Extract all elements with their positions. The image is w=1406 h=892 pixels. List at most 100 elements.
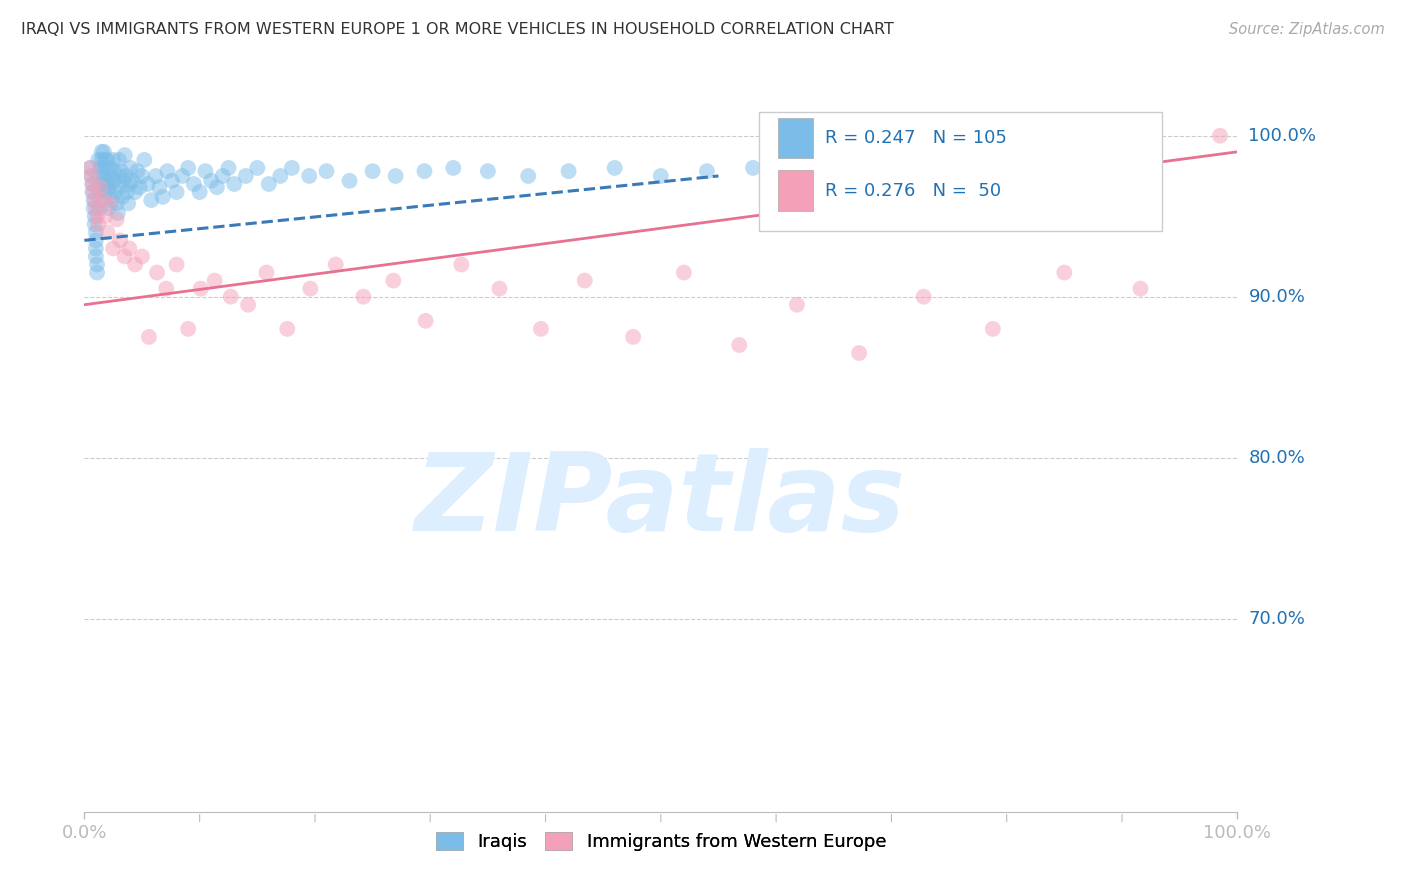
Point xyxy=(103,153,124,167)
Point xyxy=(134,153,156,167)
Point xyxy=(172,169,194,183)
Point xyxy=(98,196,121,211)
Point xyxy=(90,153,112,167)
Point xyxy=(115,185,138,199)
Point xyxy=(786,298,808,312)
Text: Source: ZipAtlas.com: Source: ZipAtlas.com xyxy=(1229,22,1385,37)
Point xyxy=(80,169,103,183)
Point xyxy=(87,153,110,167)
Point xyxy=(128,180,150,194)
Point xyxy=(131,169,153,183)
Point xyxy=(96,177,118,191)
Point xyxy=(183,177,205,191)
Point xyxy=(160,174,183,188)
Point xyxy=(87,169,110,183)
Point xyxy=(146,266,169,280)
Point xyxy=(621,330,644,344)
Point xyxy=(269,169,291,183)
Point xyxy=(96,161,118,175)
Point xyxy=(145,169,167,183)
Point xyxy=(90,145,112,159)
Point xyxy=(927,153,949,167)
Point xyxy=(108,233,131,247)
Point xyxy=(650,169,672,183)
Point xyxy=(236,298,259,312)
Point xyxy=(124,185,146,199)
Point xyxy=(117,196,139,211)
Point xyxy=(325,258,347,272)
Point xyxy=(97,185,120,199)
Point xyxy=(415,314,437,328)
Point xyxy=(105,212,128,227)
Point xyxy=(488,282,510,296)
Point xyxy=(339,174,361,188)
Point xyxy=(91,177,114,191)
Point xyxy=(441,161,464,175)
Point xyxy=(93,169,115,183)
Point xyxy=(281,161,304,175)
Point xyxy=(190,282,212,296)
Point xyxy=(787,158,810,172)
Point xyxy=(848,346,870,360)
Point xyxy=(101,193,124,207)
Point xyxy=(90,193,112,207)
Text: 90.0%: 90.0% xyxy=(1249,288,1305,306)
Point xyxy=(82,177,104,191)
Point xyxy=(94,209,117,223)
Point xyxy=(89,185,111,199)
Point xyxy=(211,169,233,183)
Point xyxy=(131,250,153,264)
Point xyxy=(834,161,856,175)
Point xyxy=(152,190,174,204)
Point xyxy=(138,330,160,344)
Point xyxy=(96,225,118,239)
Point xyxy=(103,174,124,188)
Point xyxy=(517,169,540,183)
Point xyxy=(177,161,200,175)
Point xyxy=(108,169,131,183)
Point xyxy=(83,185,105,199)
Text: IRAQI VS IMMIGRANTS FROM WESTERN EUROPE 1 OR MORE VEHICLES IN HOUSEHOLD CORRELAT: IRAQI VS IMMIGRANTS FROM WESTERN EUROPE … xyxy=(21,22,894,37)
Point xyxy=(100,169,122,183)
Point xyxy=(84,233,107,247)
Point xyxy=(83,193,105,207)
Point xyxy=(118,177,141,191)
Point xyxy=(728,338,751,352)
Point xyxy=(118,241,141,255)
Point xyxy=(973,156,995,170)
Point xyxy=(93,145,115,159)
Point xyxy=(276,322,298,336)
Point xyxy=(124,258,146,272)
FancyBboxPatch shape xyxy=(779,169,813,211)
Point xyxy=(89,201,111,215)
Point xyxy=(194,164,217,178)
Point xyxy=(84,201,107,215)
Point xyxy=(384,169,406,183)
Point xyxy=(94,185,117,199)
Point xyxy=(1053,266,1076,280)
Point xyxy=(89,161,111,175)
Point xyxy=(912,290,935,304)
Point xyxy=(96,174,118,188)
Point xyxy=(299,282,322,296)
Point xyxy=(82,177,104,191)
Point xyxy=(156,164,179,178)
Point xyxy=(91,193,114,207)
Point xyxy=(880,158,903,172)
Point xyxy=(219,290,242,304)
Point xyxy=(98,161,121,175)
Text: ZIPatlas: ZIPatlas xyxy=(415,448,907,554)
Point xyxy=(114,148,136,162)
Point xyxy=(574,274,596,288)
Point xyxy=(224,177,246,191)
FancyBboxPatch shape xyxy=(759,112,1163,230)
Point xyxy=(450,258,472,272)
Point xyxy=(111,190,134,204)
Point xyxy=(87,217,110,231)
Point xyxy=(141,193,163,207)
Point xyxy=(136,177,159,191)
Point xyxy=(166,258,188,272)
Point xyxy=(1209,128,1232,143)
Point xyxy=(79,161,101,175)
Point xyxy=(82,185,104,199)
